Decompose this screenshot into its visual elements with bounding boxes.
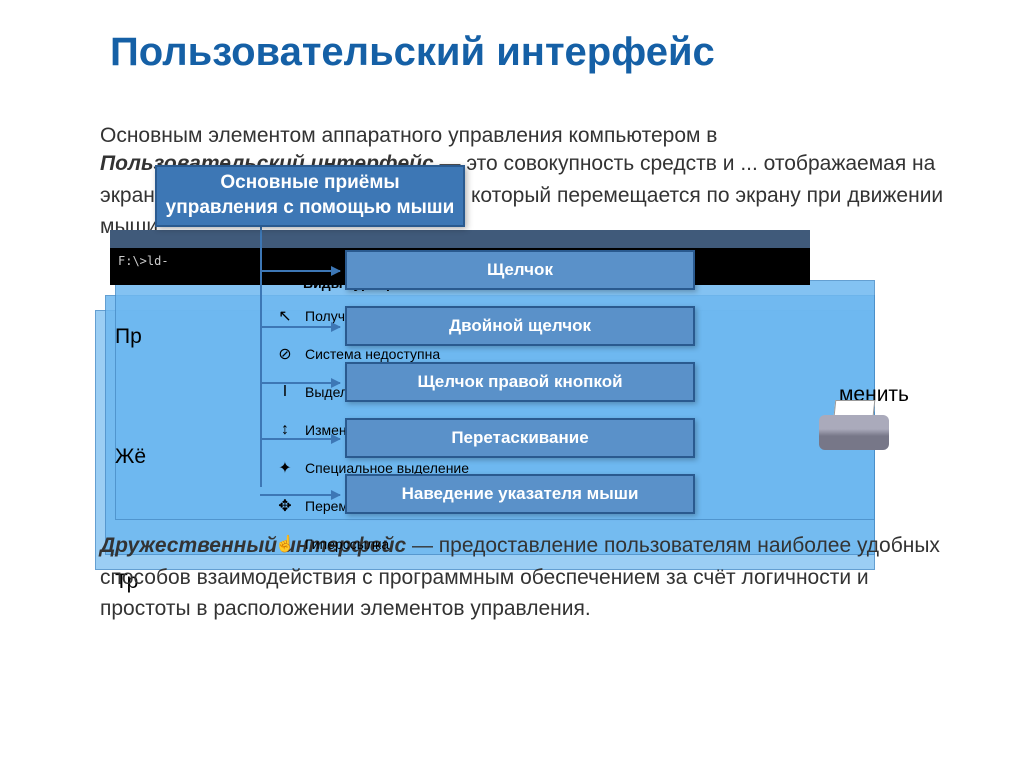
diagram-header-label: Основные приёмы управления с помощью мыш… [157, 166, 463, 225]
cursor-shape-icon: ☝ [275, 534, 295, 554]
slide-title: Пользовательский интерфейс [110, 30, 715, 75]
left-label: Жё [115, 445, 146, 469]
diagram-header-box: Основные приёмы управления с помощью мыш… [155, 165, 465, 227]
connector-arrow [260, 382, 340, 384]
cursor-shape-icon: I [275, 383, 295, 401]
connector-arrow [260, 270, 340, 272]
action-box: Перетаскивание [345, 418, 695, 458]
cursor-shape-icon: ✦ [275, 458, 295, 478]
cursor-shape-icon: ⊘ [275, 344, 295, 364]
action-box: Щелчок правой кнопкой [345, 362, 695, 402]
connector-vertical [260, 227, 262, 487]
connector-arrow [260, 438, 340, 440]
cursor-type-label: Система недоступна [305, 346, 440, 362]
connector-arrow [260, 326, 340, 328]
printer-icon [814, 400, 894, 450]
left-label: Пр [115, 325, 142, 349]
cursor-shape-icon: ✥ [275, 496, 295, 516]
cursor-type-label: Гиперссылка [305, 536, 389, 552]
connector-arrow [260, 494, 340, 496]
cursor-shape-icon: ↕ [275, 421, 295, 439]
bg-paragraph-1: Основным элементом аппаратного управлени… [100, 120, 964, 152]
action-box: Двойной щелчок [345, 306, 695, 346]
action-box: Наведение указателя мыши [345, 474, 695, 514]
cursor-type-item: ☝ Гиперссылка [275, 525, 644, 563]
action-box: Щелчок [345, 250, 695, 290]
console-prompt: F:\>ld- [118, 254, 169, 268]
cursor-shape-icon: ↖ [275, 306, 295, 326]
